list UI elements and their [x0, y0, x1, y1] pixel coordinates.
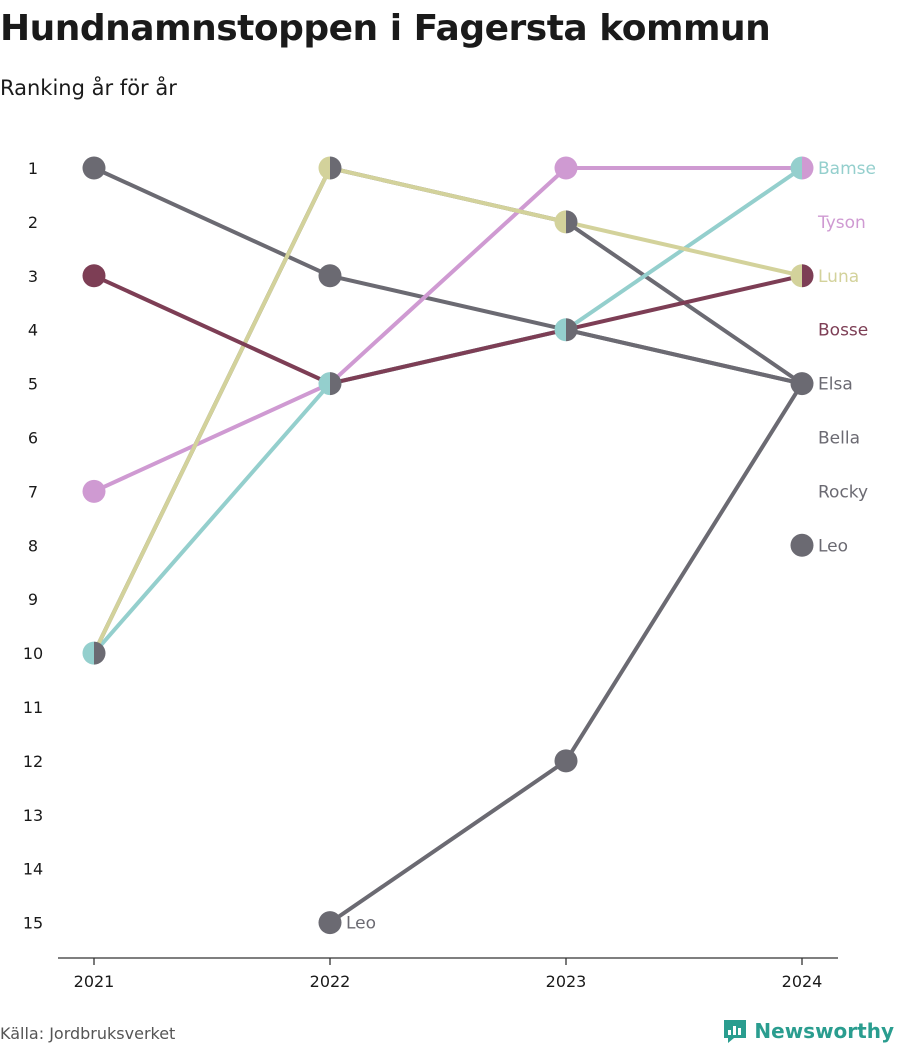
y-tick-label-5: 5: [28, 375, 38, 394]
y-tick-label-15: 15: [23, 914, 43, 933]
chart-subtitle: Ranking år för år: [0, 76, 177, 100]
data-point-2021-rank-7: [82, 479, 106, 503]
data-point-2022-rank-15: [318, 911, 342, 935]
x-tick-label-2024: 2024: [782, 972, 823, 991]
data-point-2024-rank-1-right-half: [802, 156, 814, 180]
brand-logo: Newsworthy: [722, 1018, 894, 1044]
end-label-elsa: Elsa: [818, 375, 853, 395]
data-point-2022-rank-5-left-half: [318, 372, 330, 396]
x-tick-label-2021: 2021: [74, 972, 115, 991]
y-tick-label-9: 9: [28, 590, 38, 609]
labels-layer: Bamse Tyson Luna Bosse Elsa Bella Rocky Leo Leo: [346, 159, 876, 934]
end-label-rocky: Rocky: [818, 482, 868, 502]
series-line-bosse: [92, 273, 804, 386]
data-point-2023-rank-2-left-half: [554, 210, 566, 234]
y-tick-label-10: 10: [23, 644, 43, 663]
data-point-2022-rank-1-left-half: [318, 156, 330, 180]
data-point-2021-rank-10-left-half: [82, 641, 94, 665]
data-point-2024-rank-5: [790, 372, 814, 396]
data-point-2023-rank-4-right-half: [566, 318, 578, 342]
y-tick-label-3: 3: [28, 267, 38, 286]
data-point-2023-rank-12: [554, 749, 578, 773]
data-point-2021-rank-3: [82, 264, 106, 288]
newsworthy-logo-icon: [724, 1020, 747, 1043]
y-tick-label-4: 4: [28, 321, 38, 340]
end-label-bamse: Bamse: [818, 159, 876, 179]
data-point-2024-rank-3-right-half: [802, 264, 814, 288]
chart-title: Hundnamnstoppen i Fagersta kommun: [0, 8, 771, 49]
data-point-2024-rank-1-left-half: [790, 156, 802, 180]
y-tick-label-7: 7: [28, 482, 38, 501]
y-tick-label-8: 8: [28, 536, 38, 555]
data-point-2021-rank-1: [82, 156, 106, 180]
data-point-2021-rank-10-right-half: [94, 641, 106, 665]
end-label-bosse: Bosse: [818, 321, 868, 341]
data-point-2023-rank-1: [554, 156, 578, 180]
y-tick-label-1: 1: [28, 159, 38, 178]
data-point-2022-rank-1-right-half: [330, 156, 342, 180]
data-points-layer: [82, 156, 814, 935]
x-tick-label-2022: 2022: [310, 972, 351, 991]
end-label-bella: Bella: [818, 429, 860, 449]
data-point-2024-rank-8: [790, 533, 814, 557]
y-tick-label-2: 2: [28, 213, 38, 232]
y-tick-label-14: 14: [23, 860, 43, 879]
data-point-2024-rank-3-left-half: [790, 264, 802, 288]
series-line-tyson: [92, 166, 804, 494]
series-lines-layer: [92, 166, 804, 925]
series-line-leo: [328, 381, 804, 925]
brand-name: Newsworthy: [754, 1019, 894, 1043]
y-tick-label-6: 6: [28, 429, 38, 448]
data-point-2022-rank-5-right-half: [330, 372, 342, 396]
end-label-tyson: Tyson: [817, 213, 866, 233]
series-line-bamse: [92, 166, 804, 656]
end-label-leo: Leo: [818, 536, 848, 556]
data-point-2023-rank-2-right-half: [566, 210, 578, 234]
data-point-2022-rank-3: [318, 264, 342, 288]
source-note: Källa: Jordbruksverket: [0, 1024, 176, 1043]
series-line-luna: [92, 166, 804, 656]
inline-label-leo: Leo: [346, 914, 376, 934]
y-tick-label-11: 11: [23, 698, 43, 717]
y-tick-label-12: 12: [23, 752, 43, 771]
x-tick-label-2023: 2023: [546, 972, 587, 991]
end-label-luna: Luna: [818, 267, 859, 287]
data-point-2023-rank-4-left-half: [554, 318, 566, 342]
y-tick-label-13: 13: [23, 806, 43, 825]
